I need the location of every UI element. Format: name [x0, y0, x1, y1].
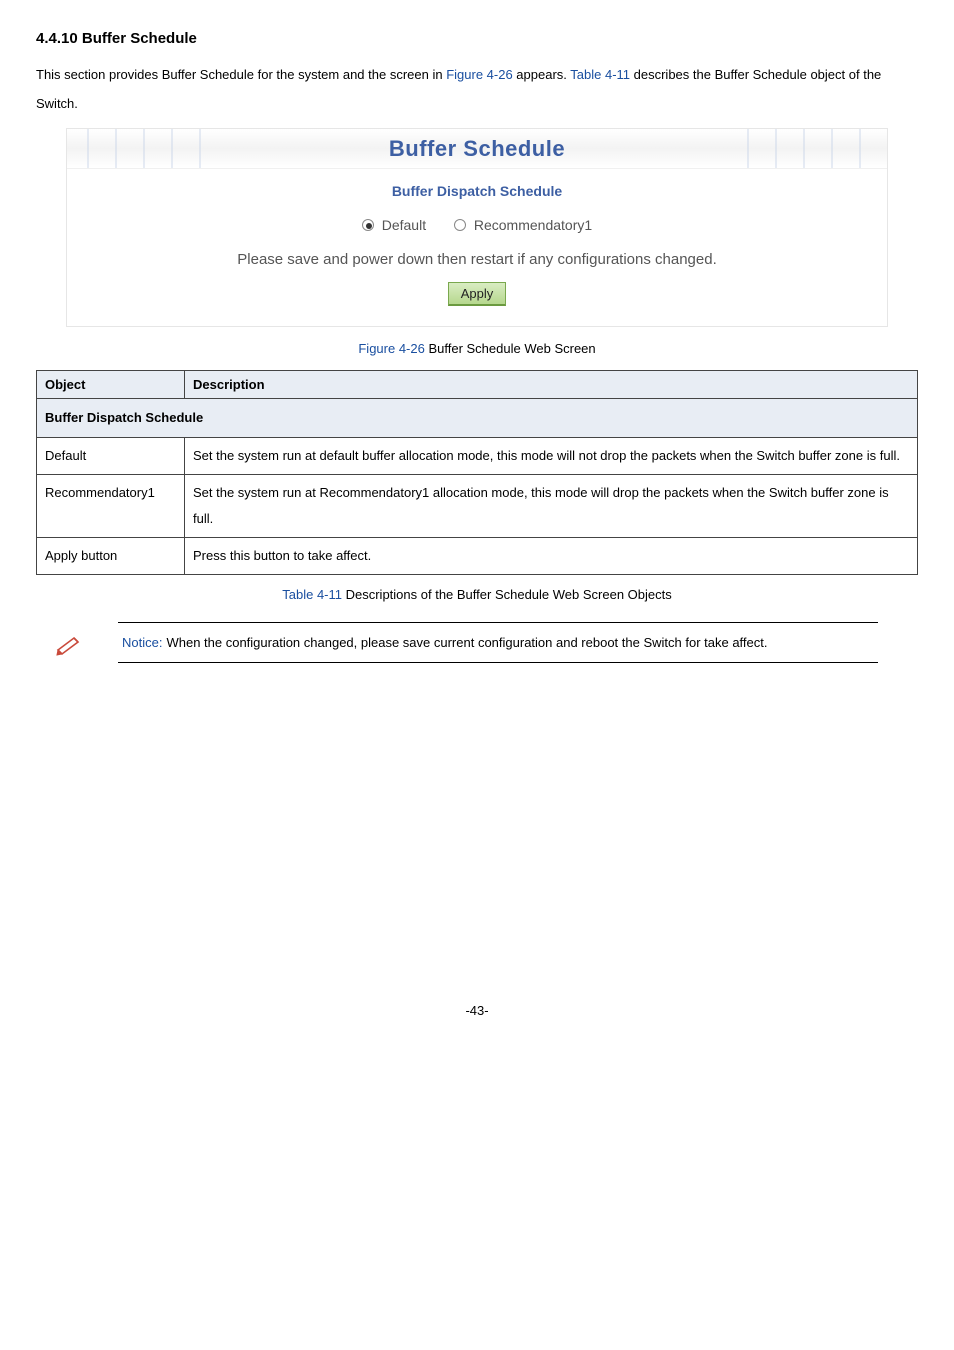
- table-cell-object: Apply button: [37, 538, 185, 575]
- table-caption-text: Descriptions of the Buffer Schedule Web …: [342, 587, 672, 602]
- table-header-description: Description: [185, 371, 918, 399]
- table-header-object: Object: [37, 371, 185, 399]
- intro-figure-ref: Figure 4-26: [446, 67, 512, 82]
- radio-recommendatory1-label: Recommendatory1: [474, 217, 592, 233]
- figure-caption-ref: Figure 4-26: [358, 341, 424, 356]
- table-cell-desc: Press this button to take affect.: [185, 538, 918, 575]
- apply-button[interactable]: Apply: [448, 282, 507, 306]
- panel-subtitle: Buffer Dispatch Schedule: [67, 183, 887, 199]
- save-note: Please save and power down then restart …: [67, 251, 887, 268]
- table-caption-ref: Table 4-11: [282, 587, 342, 602]
- figure-caption: Figure 4-26 Buffer Schedule Web Screen: [36, 341, 918, 356]
- table-cell-object: Recommendatory1: [37, 475, 185, 538]
- radio-recommendatory1[interactable]: [454, 219, 466, 231]
- section-heading: 4.4.10 Buffer Schedule: [36, 30, 918, 47]
- table-cell-desc: Set the system run at Recommendatory1 al…: [185, 475, 918, 538]
- table-row: Recommendatory1 Set the system run at Re…: [37, 475, 918, 538]
- notice-block: Notice: When the configuration changed, p…: [56, 622, 878, 663]
- objects-table: Object Description Buffer Dispatch Sched…: [36, 370, 918, 575]
- table-cell-object: Default: [37, 438, 185, 475]
- table-subheader: Buffer Dispatch Schedule: [37, 399, 918, 438]
- panel-title-bar: Buffer Schedule: [67, 129, 887, 169]
- notice-text-container: Notice: When the configuration changed, p…: [118, 622, 878, 663]
- radio-default-label: Default: [382, 217, 426, 233]
- table-cell-desc: Set the system run at default buffer all…: [185, 438, 918, 475]
- page-number: -43-: [0, 1003, 954, 1042]
- intro-text-2: appears.: [513, 67, 571, 82]
- table-row: Apply button Press this button to take a…: [37, 538, 918, 575]
- notice-label: Notice:: [122, 635, 162, 650]
- intro-paragraph: This section provides Buffer Schedule fo…: [36, 61, 918, 118]
- pencil-icon: [56, 636, 84, 656]
- radio-row: Default Recommendatory1: [67, 217, 887, 233]
- notice-text: When the configuration changed, please s…: [166, 635, 767, 650]
- figure-caption-text: Buffer Schedule Web Screen: [425, 341, 596, 356]
- table-row: Default Set the system run at default bu…: [37, 438, 918, 475]
- buffer-schedule-panel: Buffer Schedule Buffer Dispatch Schedule…: [66, 128, 888, 327]
- panel-title: Buffer Schedule: [389, 136, 565, 162]
- table-caption: Table 4-11 Descriptions of the Buffer Sc…: [36, 587, 918, 602]
- radio-default[interactable]: [362, 219, 374, 231]
- intro-text-1: This section provides Buffer Schedule fo…: [36, 67, 446, 82]
- intro-table-ref: Table 4-11: [570, 67, 630, 82]
